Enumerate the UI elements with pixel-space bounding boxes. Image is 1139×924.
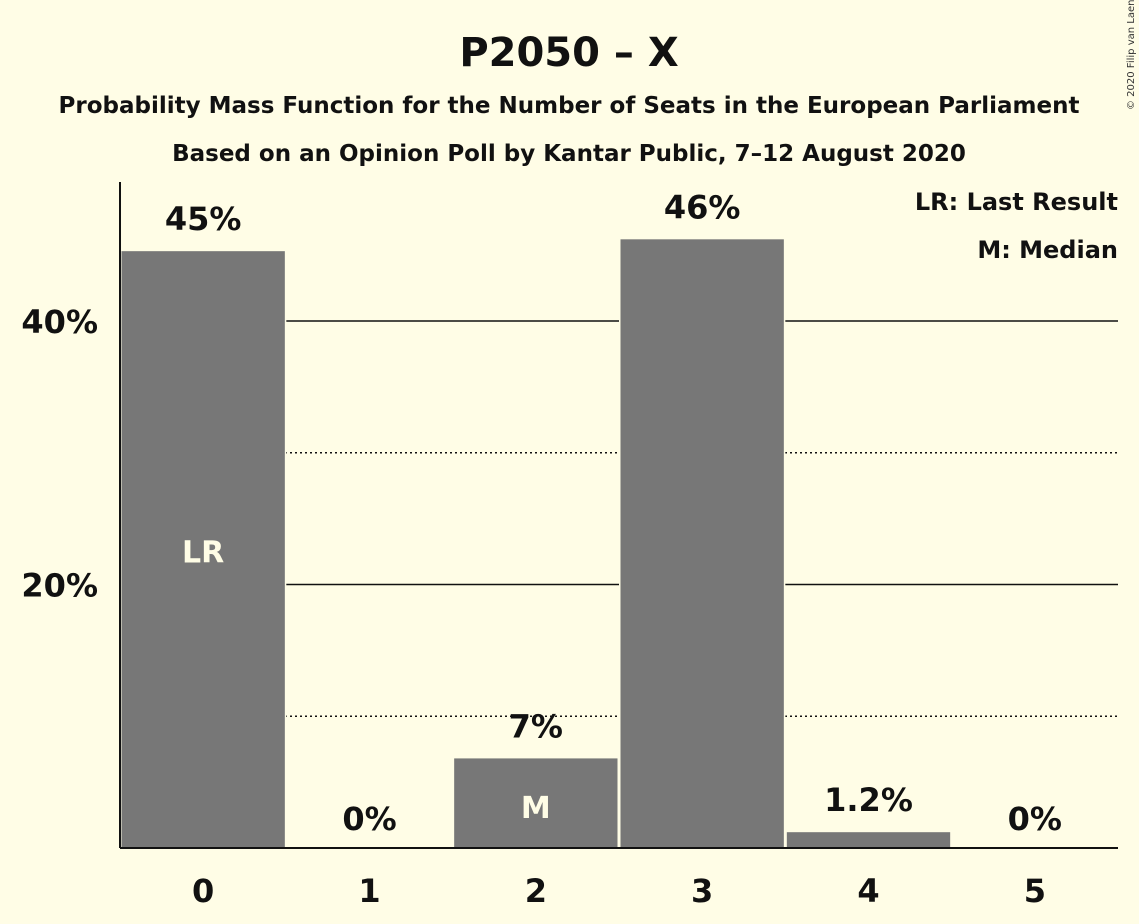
value-label: 7% [509, 707, 563, 745]
value-label: 1.2% [824, 781, 913, 819]
bar [786, 832, 951, 848]
x-tick-label: 1 [358, 872, 380, 910]
bar-annotation: M [521, 791, 551, 826]
x-tick-label: 0 [192, 872, 214, 910]
bar [454, 758, 618, 848]
x-tick-label: 5 [1024, 872, 1046, 910]
legend-median: M: Median [977, 236, 1118, 264]
bars [120, 239, 952, 849]
x-tick-label: 2 [525, 872, 547, 910]
y-tick-label: 20% [21, 567, 98, 605]
copyright-notice: © 2020 Filip van Laenen [1126, 0, 1137, 110]
x-tick-label: 3 [691, 872, 713, 910]
value-label: 0% [1008, 800, 1062, 838]
legend-last-result: LR: Last Result [915, 188, 1118, 216]
x-tick-label: 4 [857, 872, 879, 910]
bar [121, 251, 285, 849]
chart-title: P2050 – X [459, 30, 678, 76]
y-tick-label: 40% [21, 303, 98, 341]
axes [119, 182, 1118, 849]
bar-annotation: LR [182, 536, 224, 571]
bar [620, 239, 784, 848]
chart-subtitle: Probability Mass Function for the Number… [59, 93, 1080, 119]
value-label: 46% [664, 188, 741, 226]
value-label: 0% [342, 800, 396, 838]
value-label: 45% [165, 200, 242, 238]
chart-subtitle-source: Based on an Opinion Poll by Kantar Publi… [172, 141, 966, 167]
